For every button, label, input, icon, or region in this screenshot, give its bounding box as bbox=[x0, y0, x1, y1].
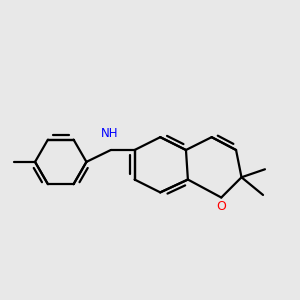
Text: O: O bbox=[216, 200, 226, 213]
Text: NH: NH bbox=[101, 128, 118, 140]
